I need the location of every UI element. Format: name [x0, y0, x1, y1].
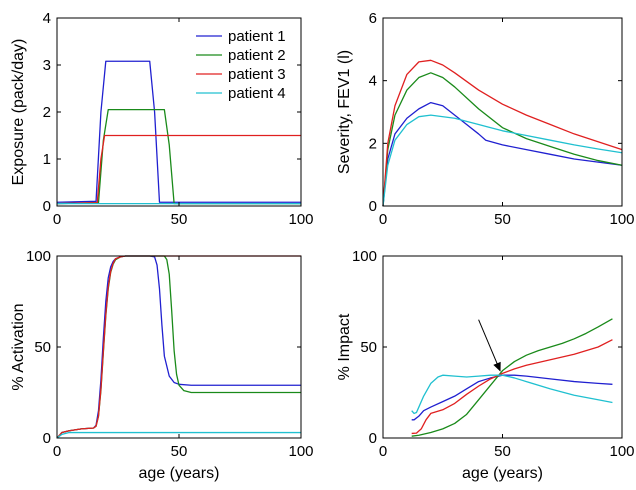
impact-plot-frame [382, 255, 623, 439]
y-tick-label: 0 [43, 198, 51, 215]
intersection-arrow [478, 319, 501, 372]
x-tick-label: 50 [171, 443, 188, 460]
y-tick-label: 100 [352, 248, 377, 265]
y-tick-label: 0 [43, 430, 51, 447]
exposure-legend: patient 1 patient 2 patient 3 patient 4 [196, 28, 286, 102]
legend-entry-patient-4: patient 4 [196, 85, 286, 102]
y-tick-label: 0 [369, 198, 377, 215]
y-tick-label: 0 [369, 430, 377, 447]
activation-x-axis-label: age (years) [139, 465, 220, 482]
series-patient-2-line [56, 109, 301, 205]
y-tick-label: 100 [26, 248, 51, 265]
legend-label-patient-1: patient 1 [228, 28, 286, 45]
legend-entry-patient-2: patient 2 [196, 47, 286, 64]
legend-label-patient-4: patient 4 [228, 85, 286, 102]
exposure-y-axis-label: Exposure (pack/day) [10, 39, 27, 186]
series-patient-2-line [411, 318, 613, 437]
x-tick-label: 0 [53, 443, 61, 460]
series-patient-3-line [411, 339, 613, 435]
activation-ticks: 0 50 100 0 50 100 [26, 248, 314, 460]
impact-lines [411, 318, 613, 437]
activation-y-axis-label: % Activation [10, 303, 27, 390]
activation-plot-frame [56, 255, 302, 439]
y-tick-label: 4 [369, 73, 377, 90]
series-patient-1-line [411, 374, 613, 421]
exposure-panel: 0 50 100 0 1 2 3 4 Exposure (pack/day) patient … [10, 10, 314, 228]
series-patient-3-line [56, 255, 301, 439]
x-tick-label: 100 [609, 211, 634, 228]
legend-entry-patient-3: patient 3 [196, 66, 286, 83]
series-patient-3-line [382, 59, 623, 207]
y-tick-label: 3 [43, 57, 51, 74]
series-patient-1-line [56, 255, 301, 439]
severity-lines [382, 59, 623, 207]
activation-panel: 0 50 100 0 50 100 % Activation age (years) [10, 248, 314, 482]
series-patient-2-line [382, 72, 623, 207]
y-tick-label: 6 [369, 10, 377, 27]
impact-x-axis-label: age (years) [462, 465, 543, 482]
severity-ticks: 0 50 100 0 2 4 6 [369, 10, 635, 228]
x-tick-label: 50 [494, 211, 511, 228]
y-tick-label: 1 [43, 151, 51, 168]
y-tick-label: 50 [34, 339, 51, 356]
x-tick-label: 0 [379, 443, 387, 460]
legend-label-patient-3: patient 3 [228, 66, 286, 83]
legend-label-patient-2: patient 2 [228, 47, 286, 64]
y-tick-label: 50 [360, 339, 377, 356]
y-tick-label: 2 [43, 104, 51, 121]
series-patient-1-line [56, 60, 301, 203]
impact-panel: 0 50 100 0 50 100 % Impact age (years) [336, 248, 635, 482]
exposure-lines [56, 60, 301, 205]
severity-plot-frame [382, 17, 623, 207]
x-tick-label: 0 [53, 211, 61, 228]
x-tick-label: 0 [379, 211, 387, 228]
series-patient-4-line [411, 374, 613, 415]
impact-ticks: 0 50 100 0 50 100 [352, 248, 635, 460]
series-patient-3-line [56, 134, 301, 205]
exposure-ticks: 0 50 100 0 1 2 3 4 [43, 10, 314, 228]
series-patient-4-line [56, 431, 301, 439]
x-tick-label: 100 [288, 211, 313, 228]
y-tick-label: 4 [43, 10, 51, 27]
activation-lines [56, 255, 301, 439]
severity-panel: 0 50 100 0 2 4 6 Severity, FEV1 (l) [336, 10, 635, 228]
series-patient-1-line [382, 101, 623, 207]
y-tick-label: 2 [369, 135, 377, 152]
x-tick-label: 50 [494, 443, 511, 460]
series-patient-2-line [56, 255, 301, 439]
severity-y-axis-label: Severity, FEV1 (l) [336, 50, 353, 174]
x-tick-label: 100 [609, 443, 634, 460]
x-tick-label: 50 [171, 211, 188, 228]
x-tick-label: 100 [288, 443, 313, 460]
impact-y-axis-label: % Impact [336, 313, 353, 380]
series-patient-4-line [382, 114, 623, 207]
legend-entry-patient-1: patient 1 [196, 28, 286, 45]
